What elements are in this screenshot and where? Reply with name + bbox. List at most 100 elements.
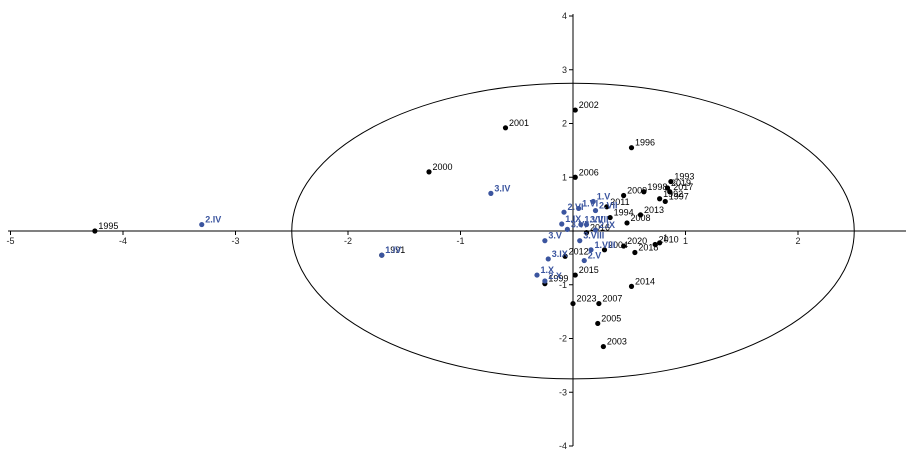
supplementary-point (578, 221, 584, 228)
year-point-label: 2013 (644, 205, 664, 215)
x-tick-label: -1 (456, 236, 464, 246)
year-point-label: 2005 (601, 313, 621, 323)
year-point-label: 2000 (433, 162, 453, 172)
year-point-label: 1996 (635, 138, 655, 148)
y-tick-label: 4 (562, 11, 567, 21)
year-point (572, 107, 578, 113)
y-tick-label: -1 (559, 280, 567, 290)
year-point (668, 178, 674, 185)
supplementary-point-label: 1.VI (582, 198, 598, 208)
supplementary-point (576, 205, 582, 212)
year-point (621, 243, 627, 249)
year-point-label: 2001 (509, 118, 529, 128)
supplementary-point-label: 1.IV (385, 245, 401, 255)
y-tick-label: -2 (559, 334, 567, 344)
year-point-label: 2018 (638, 243, 658, 253)
year-point (657, 196, 663, 202)
supplementary-point (542, 278, 548, 284)
year-point-label: 2007 (602, 294, 622, 304)
year-point (621, 192, 627, 199)
year-point (92, 228, 98, 234)
y-tick-label: -4 (559, 441, 567, 451)
supplementary-point-label: 3.VIII (583, 231, 604, 241)
supplementary-point-label: 1.X (541, 265, 555, 275)
year-point-label: 2004 (608, 240, 628, 250)
year-point (662, 198, 668, 205)
y-tick-label: 3 (562, 65, 567, 75)
year-point-label: 1994 (614, 208, 634, 218)
year-point (664, 185, 671, 191)
supplementary-point-label: 2.X (548, 271, 562, 281)
year-point-label: 2023 (577, 294, 597, 304)
supplementary-point-label: 3.IX (552, 249, 568, 259)
supplementary-point-label: 1.VIII (595, 240, 616, 250)
supplementary-point (542, 238, 548, 244)
supplementary-point (534, 272, 540, 278)
supplementary-point (583, 221, 590, 228)
year-point-label: 2016 (590, 223, 610, 233)
year-point-label: 2014 (635, 276, 655, 286)
supplementary-point (592, 207, 599, 214)
supplementary-point (592, 227, 599, 233)
x-tick-label: 1 (683, 236, 688, 246)
year-point-label: 2011 (610, 197, 629, 207)
y-tick-label: 1 (562, 172, 567, 182)
supplementary-point-label: 2.V (588, 251, 602, 261)
year-point-label: 2009 (627, 186, 647, 196)
year-point (628, 145, 635, 151)
year-point-label: 2008 (631, 213, 651, 223)
year-point (637, 212, 644, 218)
x-tick-label: -4 (119, 236, 127, 246)
year-point (624, 220, 630, 226)
year-point (601, 247, 608, 253)
supplementary-point (561, 209, 567, 215)
year-point (628, 283, 635, 289)
y-tick-label: 2 (562, 119, 567, 129)
year-point (502, 125, 509, 131)
year-point (583, 230, 590, 236)
supplementary-point-label: 1.VII (584, 215, 603, 225)
year-point-label: 1995 (98, 221, 118, 231)
year-point (595, 320, 601, 327)
year-point (657, 240, 663, 246)
axes: -5 -4 -3 -2 -1 1 2 -4 -3 -2 -1 1 2 3 4 (6, 11, 906, 451)
year-point-label: 1991 (385, 245, 405, 255)
year-point (652, 241, 658, 248)
supplementary-point-label: 3.V (548, 231, 562, 241)
year-point (607, 214, 613, 221)
year-point (572, 174, 578, 180)
supplementary-point (379, 252, 385, 258)
supplementary-point (559, 221, 565, 227)
year-point (667, 189, 673, 195)
year-point-label: 1 (663, 233, 668, 243)
supplementary-point-label: 2.VI (568, 202, 584, 212)
x-tick-label: 2 (795, 236, 800, 246)
x-tick-label: -2 (344, 236, 352, 246)
year-point-label: 2012 (569, 246, 589, 256)
year-point-label: 2002 (579, 100, 599, 110)
year-point-label: 2017 (673, 182, 693, 192)
year-point-label: 1997 (669, 191, 689, 201)
x-tick-label: -5 (6, 236, 14, 246)
year-point-label: 2019 (671, 178, 691, 188)
year-point-label: 1999 (548, 274, 568, 284)
year-point (600, 343, 606, 350)
year-point (596, 300, 602, 307)
year-point-label: 2020 (627, 236, 647, 246)
supplementary-point-label: 2.VII (599, 201, 618, 211)
year-point (562, 253, 568, 259)
supplementary-point (199, 221, 205, 228)
year-point (632, 249, 638, 256)
y-tick-label: -3 (559, 387, 567, 397)
year-point-label: 1998 (647, 182, 667, 192)
supplementary-point (488, 190, 494, 196)
year-point-label: 2006 (579, 167, 599, 177)
supplementary-point (564, 226, 570, 232)
supplementary-point-label: 2.IX (599, 220, 615, 230)
year-point-label: 1993 (674, 172, 694, 182)
year-point (604, 204, 610, 210)
supplementary-point-label: 1.V (597, 191, 611, 201)
year-point (570, 300, 576, 307)
